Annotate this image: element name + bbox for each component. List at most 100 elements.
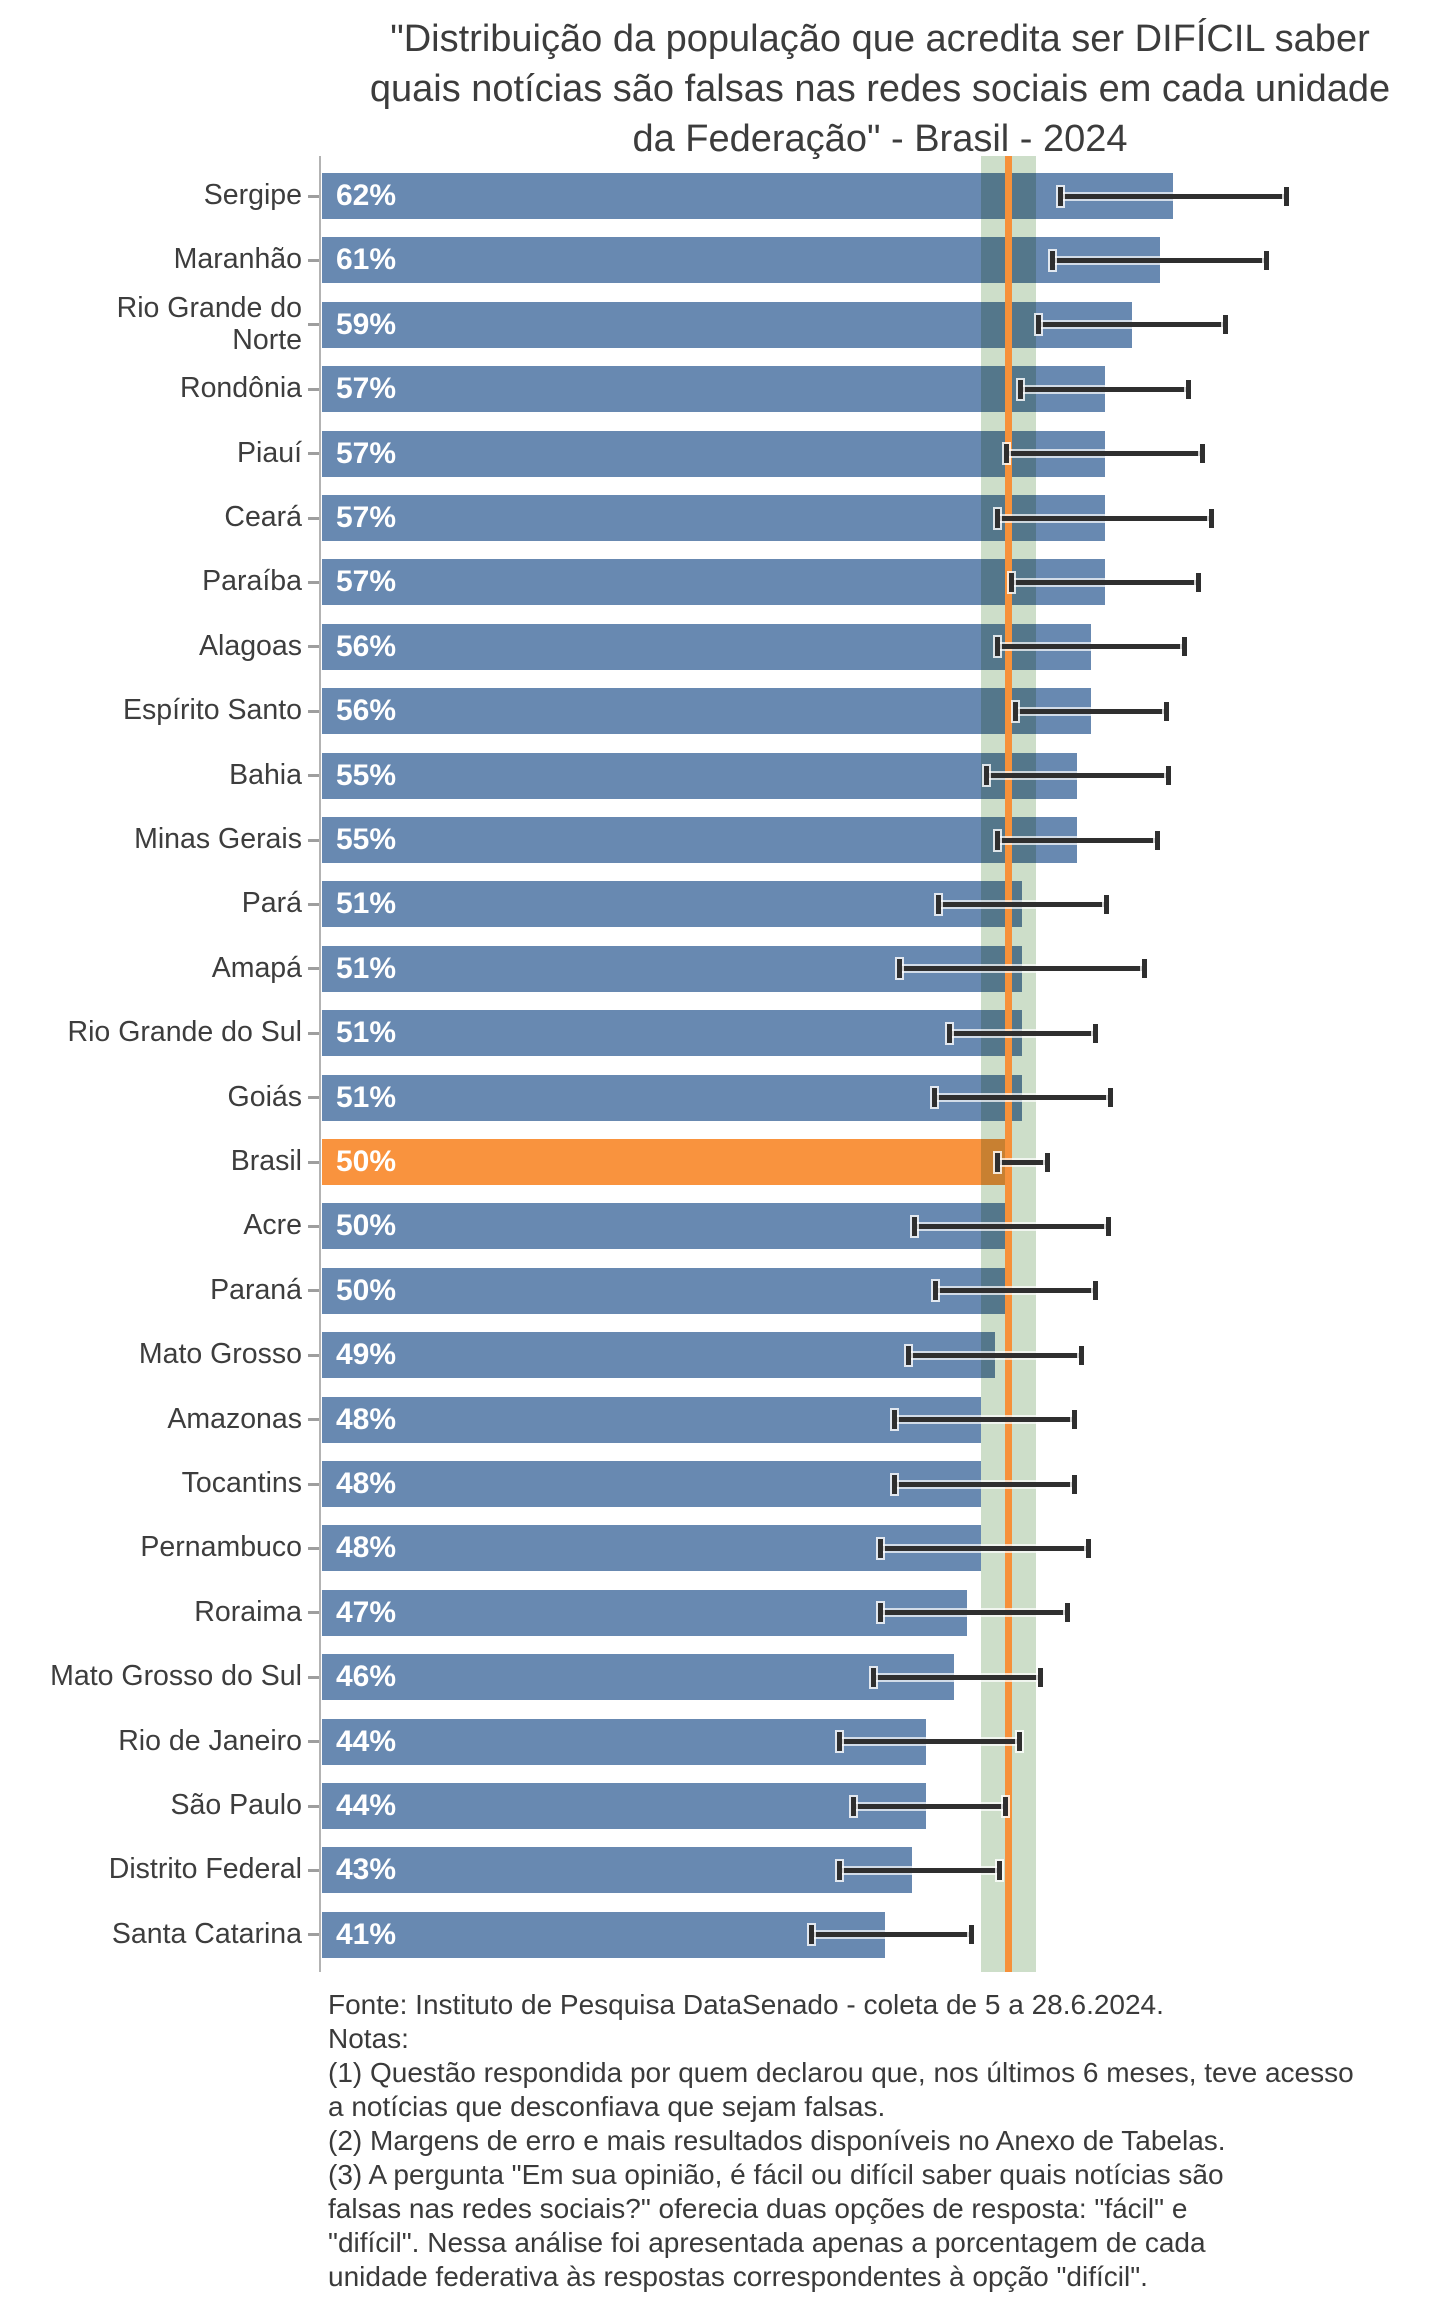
error-bar-left-cap [1057,186,1063,206]
error-bar [1008,572,1201,592]
bar: 43% [322,1847,913,1894]
error-bar [897,959,1148,979]
error-bar [871,1667,1043,1687]
axis-tick-mark [308,258,319,262]
category-label: Sergipe [203,179,302,212]
bar: 47% [322,1589,968,1636]
category-label: Alagoas [199,629,302,662]
error-bar-left-cap [1049,250,1055,270]
axis-tick-mark [308,645,319,649]
bar: 48% [322,1396,982,1443]
error-bar-right-cap [1195,572,1201,592]
error-bar [836,1860,1002,1880]
axis-tick-mark [308,967,319,971]
error-bar [946,1023,1098,1043]
bar-row: Santa Catarina 41% [0,1903,1440,1967]
error-bar [878,1603,1071,1623]
bar: 48% [322,1525,982,1572]
bar-row: São Paulo 44% [0,1774,1440,1838]
category-label: São Paulo [170,1789,302,1822]
bar-row: Alagoas 56% [0,615,1440,679]
bar-value-label: 48% [336,1531,397,1565]
error-bar-left-cap [994,1152,1000,1172]
error-bar-left-cap [891,1474,897,1494]
bar: 56% [322,688,1091,735]
error-bar-right-cap [1092,1023,1098,1043]
error-bar [1018,379,1192,399]
category-label: Roraima [194,1595,302,1628]
category-label: Ceará [224,501,302,534]
y-axis-line [319,156,321,1972]
note-line: (3) A pergunta "Em sua opinião, é fácil … [328,2159,1224,2190]
error-bar-left-cap [1035,315,1041,335]
bar-row: Piauí 57% [0,422,1440,486]
error-bar [850,1796,1009,1816]
category-label: Goiás [227,1080,302,1113]
error-bar-left-cap [994,637,1000,657]
axis-tick-mark [308,1482,319,1486]
bar-value-label: 51% [336,951,397,985]
error-bar-right-cap [1164,701,1170,721]
bar: 44% [322,1718,927,1765]
error-bar-right-cap [1037,1667,1043,1687]
category-label: Bahia [229,758,302,791]
axis-tick-mark [308,1611,319,1615]
error-bar-right-cap [996,1860,1002,1880]
bar-value-label: 50% [336,1273,397,1307]
error-bar [1057,186,1289,206]
error-bar-right-cap [1154,830,1160,850]
error-bar-right-cap [1186,379,1192,399]
bar-row: Bahia 55% [0,744,1440,808]
bar-value-label: 44% [336,1724,397,1758]
bar: 56% [322,623,1091,670]
category-label: Tocantins [181,1467,302,1500]
bar-row: Distrito Federal 43% [0,1838,1440,1902]
bar-value-label: 46% [336,1660,397,1694]
category-label: Rio Grande do Sul [67,1016,302,1049]
error-bar-right-cap [1199,444,1205,464]
axis-tick-mark [308,516,319,520]
error-bar [1012,701,1170,721]
error-bar [912,1216,1112,1236]
bar-value-label: 55% [336,823,397,856]
category-label: Distrito Federal [108,1853,302,1886]
error-bar-left-cap [946,1023,952,1043]
bar-value-label: 56% [336,629,397,663]
error-bar [935,894,1109,914]
category-label: Pará [241,887,302,920]
error-bar-right-cap [1017,1732,1023,1752]
category-label: Santa Catarina [111,1917,302,1950]
error-bar-left-cap [983,766,989,786]
bar-value-label: 55% [336,758,397,792]
bar-value-label: 61% [336,243,397,277]
chart-title: "Distribuição da população que acredita … [369,18,1391,161]
axis-tick-mark [308,452,319,456]
axis-tick-mark [308,774,319,778]
bar: 50% [322,1203,1009,1250]
bar-value-label: 44% [336,1789,397,1822]
bar-row: Brasil 50% [0,1130,1440,1194]
error-bar-left-cap [897,959,903,979]
axis-tick-mark [308,709,319,713]
error-bar-left-cap [871,1667,877,1687]
error-bar-right-cap [1092,1281,1098,1301]
reference-line [1005,156,1012,1972]
category-label: Acre [243,1209,302,1242]
error-bar-right-cap [1264,250,1270,270]
axis-tick-mark [308,1933,319,1937]
category-label: Amapá [211,951,302,984]
category-label: Amazonas [167,1402,302,1435]
bar-value-label: 49% [336,1338,397,1372]
axis-tick-mark [308,1096,319,1100]
bar-value-label: 50% [336,1209,397,1243]
category-label: Brasil [230,1145,302,1178]
bar-value-label: 57% [336,436,397,470]
axis-tick-mark [308,194,319,198]
error-bar-right-cap [969,1925,975,1945]
bar-row: Amazonas 48% [0,1388,1440,1452]
axis-tick-mark [308,1031,319,1035]
bar-row: Acre 50% [0,1194,1440,1258]
error-bar [878,1538,1091,1558]
